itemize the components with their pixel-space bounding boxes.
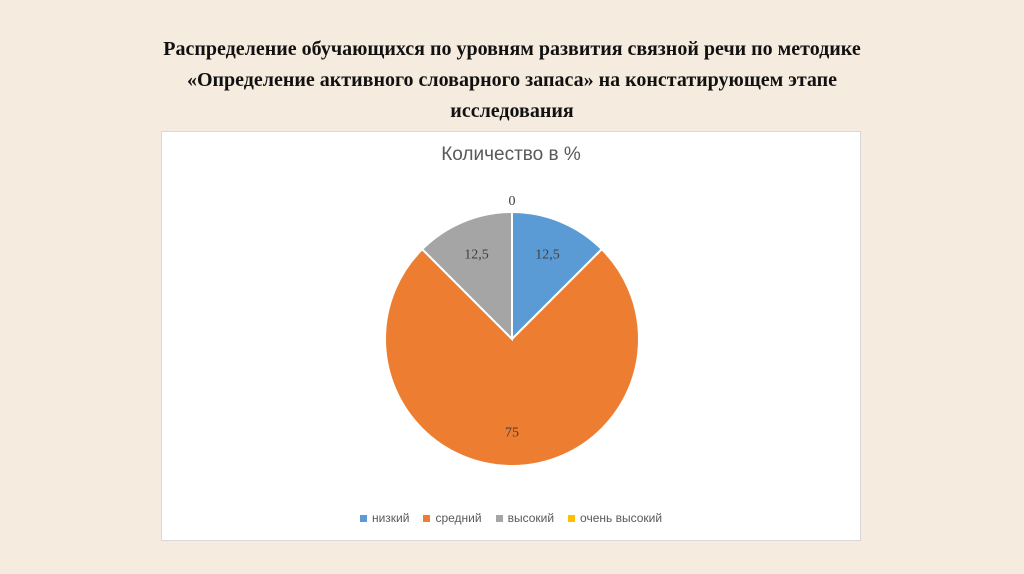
legend-label: очень высокий [580,511,663,525]
legend-item: средний [423,511,482,525]
legend-swatch [359,514,367,522]
chart-area: Количество в % 12,5 75 12,5 0 низкий средний… [161,131,861,541]
pie-slice-1 [384,247,640,467]
pie-slice-0 [511,210,604,342]
legend-label: средний [435,511,482,525]
slide-title: Распределение обучающихся по уровням раз… [60,34,964,127]
legend-swatch [423,514,431,522]
legend-item: низкий [359,511,410,525]
slide-title-line: Распределение обучающихся по уровням раз… [163,38,861,60]
pie-data-label: 0 [509,194,516,209]
pie-slice-2 [420,210,513,342]
pie-data-label: 12,5 [535,247,560,262]
pie-data-label: 75 [505,426,519,441]
legend-label: высокий [507,511,555,525]
slide-title-line: «Определение активного словарного запаса… [186,69,838,91]
slide-title-line: исследования [450,100,574,122]
chart-legend: низкий средний высокий очень высокий [162,511,860,525]
legend-item: высокий [495,511,555,525]
legend-swatch [495,514,503,522]
legend-label: низкий [371,511,410,525]
legend-item: очень высокий [568,511,662,525]
pie-chart: 12,5 75 12,5 0 [384,194,640,467]
pie-data-label: 12,5 [464,247,489,262]
legend-swatch [568,514,576,522]
chart-title: Количество в % [441,144,581,165]
